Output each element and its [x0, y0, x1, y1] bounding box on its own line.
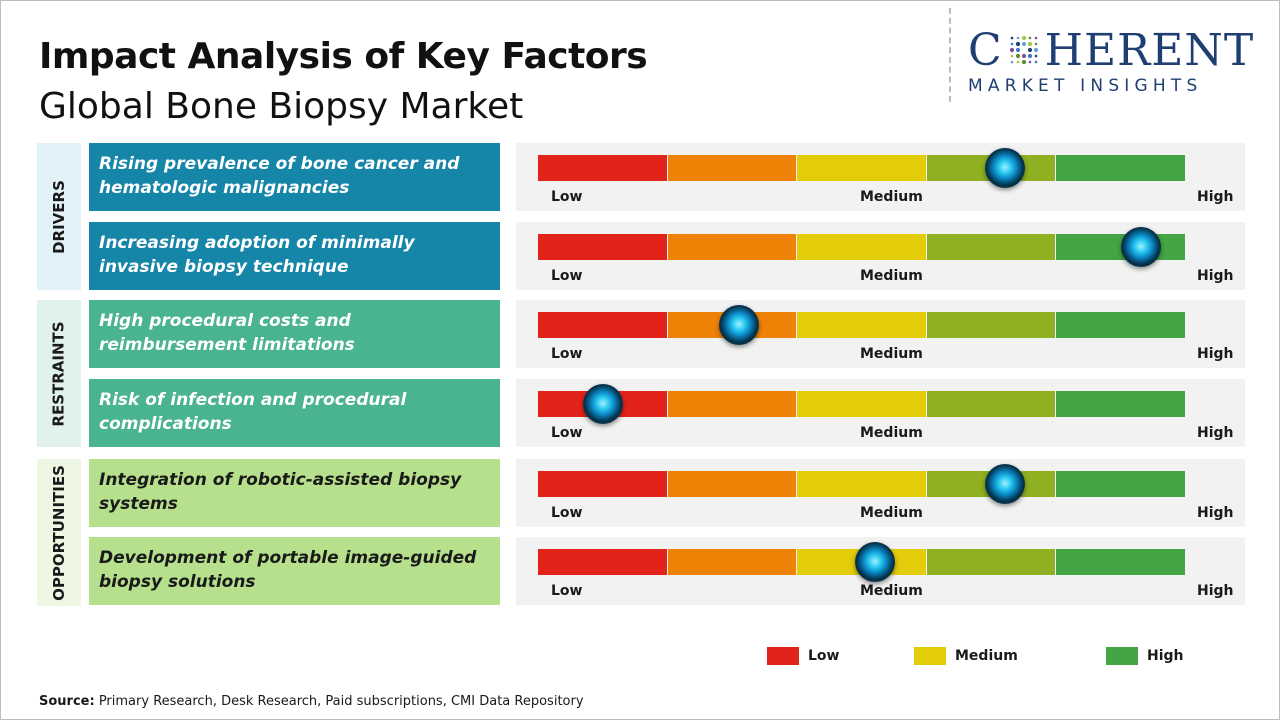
impact-scale: Low Medium High: [516, 537, 1245, 605]
scale-label-medium: Medium: [860, 268, 923, 284]
chart-title: Impact Analysis of Key Factors: [39, 36, 648, 77]
impact-marker: [984, 148, 1025, 188]
scale-segment: [538, 234, 667, 260]
legend-swatch: [767, 647, 799, 665]
scale-label-high: High: [1197, 189, 1234, 205]
impact-marker: [718, 305, 759, 345]
impact-scale: Low Medium High: [516, 222, 1245, 290]
legend-item: High: [1106, 647, 1184, 665]
factor-label: Development of portable image-guided bio…: [89, 537, 500, 605]
scale-segment: [797, 391, 926, 417]
scale-label-medium: Medium: [860, 189, 923, 205]
scale-label-high: High: [1197, 268, 1234, 284]
scale-segment: [538, 155, 667, 181]
impact-scale: Low Medium High: [516, 459, 1245, 527]
scale-segment: [926, 549, 1056, 575]
category-label: OPPORTUNITIES: [37, 459, 81, 606]
scale-label-medium: Medium: [860, 583, 923, 599]
scale-segment: [926, 312, 1056, 338]
scale-segment: [926, 234, 1056, 260]
impact-marker: [984, 464, 1025, 504]
impact-marker: [1120, 227, 1161, 267]
scale-segment: [538, 312, 667, 338]
scale-label-low: Low: [551, 268, 583, 284]
scale-segment: [667, 155, 797, 181]
scale-segment: [1056, 312, 1185, 338]
category-label: RESTRAINTS: [37, 300, 81, 447]
scale-label-low: Low: [551, 346, 583, 362]
scale-label-medium: Medium: [860, 425, 923, 441]
scale-label-low: Low: [551, 505, 583, 521]
factor-label: Integration of robotic-assisted biopsy s…: [89, 459, 500, 527]
impact-scale: Low Medium High: [516, 300, 1245, 368]
scale-segment: [538, 549, 667, 575]
scale-segment: [797, 155, 926, 181]
scale-segment: [667, 549, 797, 575]
logo-divider: [949, 8, 951, 102]
scale-label-low: Low: [551, 583, 583, 599]
scale-label-low: Low: [551, 189, 583, 205]
scale-segment: [667, 234, 797, 260]
scale-segment: [797, 234, 926, 260]
scale-segment: [1056, 391, 1185, 417]
category-label-text: RESTRAINTS: [50, 320, 69, 427]
impact-scale: Low Medium High: [516, 143, 1245, 211]
legend-item: Low: [767, 647, 839, 665]
scale-segment: [667, 391, 797, 417]
logo-dots-icon: [1009, 35, 1038, 65]
impact-scale: Low Medium High: [516, 379, 1245, 447]
scale-segment: [926, 391, 1056, 417]
chart-subtitle: Global Bone Biopsy Market: [39, 86, 524, 127]
scale-label-low: Low: [551, 425, 583, 441]
scale-segment: [667, 471, 797, 497]
legend-label: Low: [808, 648, 840, 664]
scale-label-high: High: [1197, 425, 1234, 441]
legend-swatch: [914, 647, 946, 665]
category-label-text: OPPORTUNITIES: [50, 464, 68, 601]
legend-label: Medium: [955, 648, 1018, 664]
scale-segment: [1056, 155, 1185, 181]
legend-item: Medium: [914, 647, 1018, 665]
impact-marker: [854, 542, 895, 582]
factor-label: Risk of infection and procedural complic…: [89, 379, 500, 447]
category-label-text: DRIVERS: [50, 179, 69, 254]
source-note: Source: Primary Research, Desk Research,…: [39, 694, 584, 709]
scale-segment: [1056, 549, 1185, 575]
scale-label-high: High: [1197, 505, 1234, 521]
scale-segment: [797, 312, 926, 338]
logo-tagline: MARKET INSIGHTS: [968, 76, 1203, 96]
legend-label: High: [1147, 648, 1184, 664]
factor-label: High procedural costs and reimbursement …: [89, 300, 500, 368]
scale-segment: [538, 471, 667, 497]
scale-segment: [797, 471, 926, 497]
company-logo: C HERENT MARKET INSIGHTS: [968, 25, 1268, 97]
legend-swatch: [1106, 647, 1138, 665]
factor-label: Rising prevalence of bone cancer and hem…: [89, 143, 500, 211]
scale-label-medium: Medium: [860, 505, 923, 521]
scale-label-high: High: [1197, 346, 1234, 362]
scale-label-medium: Medium: [860, 346, 923, 362]
impact-marker: [582, 384, 623, 424]
factor-label: Increasing adoption of minimally invasiv…: [89, 222, 500, 290]
scale-segment: [1056, 471, 1185, 497]
category-label: DRIVERS: [37, 143, 81, 290]
scale-label-high: High: [1197, 583, 1234, 599]
logo-wordmark: C HERENT: [968, 25, 1255, 76]
